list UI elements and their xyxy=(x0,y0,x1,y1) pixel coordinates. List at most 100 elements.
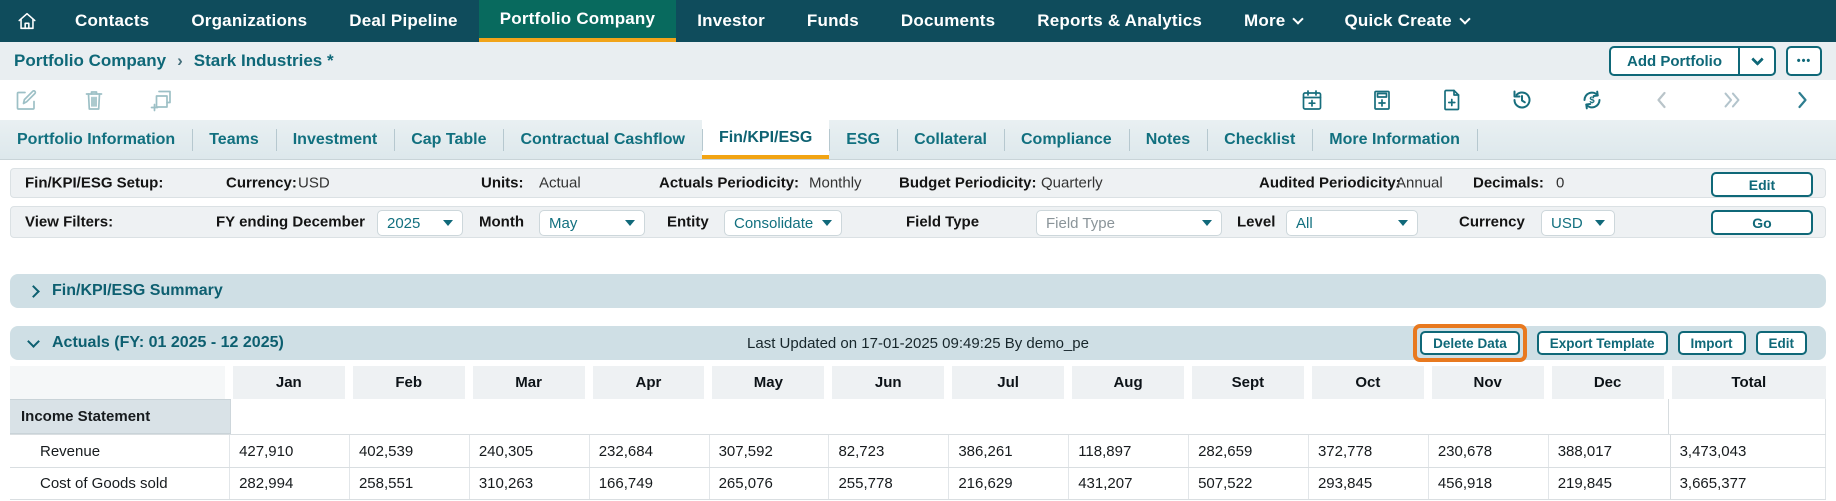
board-add-icon[interactable] xyxy=(1370,88,1394,112)
setup-decimals-label: Decimals: xyxy=(1473,174,1544,192)
currency-refresh-icon[interactable]: $ xyxy=(1580,88,1604,112)
actuals-buttons: Delete Data Export Template Import Edit xyxy=(1413,324,1807,362)
cell-revenue-sept[interactable]: 282,659 xyxy=(1188,435,1308,467)
last-updated-text: Last Updated on 17-01-2025 09:49:25 By d… xyxy=(747,334,1089,352)
cell-cogs-sept[interactable]: 507,522 xyxy=(1188,468,1308,499)
cell-revenue-aug[interactable]: 118,897 xyxy=(1068,435,1188,467)
cell-revenue-oct[interactable]: 372,778 xyxy=(1307,435,1428,467)
tab-fin-kpi-esg[interactable]: Fin/KPI/ESG xyxy=(701,120,830,159)
chevron-down-icon[interactable] xyxy=(27,335,40,348)
cell-revenue-jul[interactable]: 386,261 xyxy=(948,435,1068,467)
column-header-total: Total xyxy=(1671,366,1827,399)
tab-esg[interactable]: ESG xyxy=(829,120,897,159)
home-icon[interactable] xyxy=(0,0,54,42)
setup-actuals-periodicity-label: Actuals Periodicity: xyxy=(659,174,800,192)
clone-icon[interactable] xyxy=(150,88,174,112)
actuals-section-title: Actuals (FY: 01 2025 - 12 2025) xyxy=(52,334,284,351)
fast-forward-icon[interactable] xyxy=(1720,88,1744,112)
add-portfolio-dropdown-toggle[interactable] xyxy=(1738,48,1774,74)
currency-dropdown[interactable]: USD xyxy=(1541,210,1615,236)
cell-revenue-feb[interactable]: 402,539 xyxy=(348,435,469,467)
cell-revenue-jan[interactable]: 427,910 xyxy=(229,435,349,467)
field-type-dropdown[interactable]: Field Type xyxy=(1036,210,1222,236)
cell-cogs-apr[interactable]: 166,749 xyxy=(588,468,709,499)
tab-compliance[interactable]: Compliance xyxy=(1004,120,1129,159)
fin-kpi-esg-summary-section[interactable]: Fin/KPI/ESG Summary xyxy=(10,274,1826,308)
tab-notes[interactable]: Notes xyxy=(1128,120,1207,159)
export-template-button[interactable]: Export Template xyxy=(1536,331,1668,355)
tab-checklist[interactable]: Checklist xyxy=(1207,120,1312,159)
setup-budget-periodicity-value: Quarterly xyxy=(1041,174,1103,192)
cell-cogs-feb[interactable]: 258,551 xyxy=(348,468,469,499)
tab-contractual-cashflow[interactable]: Contractual Cashflow xyxy=(503,120,701,159)
cell-cogs-jan[interactable]: 282,994 xyxy=(229,468,349,499)
edit-icon[interactable] xyxy=(14,88,38,112)
entity-value: Consolidate xyxy=(734,214,814,232)
calendar-add-icon[interactable] xyxy=(1300,88,1324,112)
filters-title: View Filters: xyxy=(25,213,114,231)
entity-dropdown[interactable]: Consolidate xyxy=(724,210,842,236)
tab-more-information[interactable]: More Information xyxy=(1312,120,1477,159)
import-button[interactable]: Import xyxy=(1677,331,1746,355)
go-button[interactable]: Go xyxy=(1711,210,1813,235)
cell-revenue-jun[interactable]: 82,723 xyxy=(828,435,948,467)
nav-item-investor[interactable]: Investor xyxy=(697,11,765,30)
svg-text:$: $ xyxy=(1589,95,1595,106)
currency-filter-label: Currency xyxy=(1459,213,1525,231)
setup-actuals-periodicity-value: Monthly xyxy=(809,174,862,192)
setup-title: Fin/KPI/ESG Setup: xyxy=(25,174,164,192)
breadcrumb-section[interactable]: Portfolio Company xyxy=(14,51,167,70)
setup-decimals-value: 0 xyxy=(1556,174,1565,192)
nav-item-more[interactable]: More xyxy=(1223,0,1323,42)
column-header-apr: Apr xyxy=(592,366,705,399)
cell-cogs-oct[interactable]: 293,845 xyxy=(1307,468,1428,499)
cell-cogs-jul[interactable]: 216,629 xyxy=(948,468,1068,499)
history-icon[interactable] xyxy=(1510,88,1534,112)
top-nav: Contacts Organizations Deal Pipeline Por… xyxy=(0,0,1836,42)
toolbar-right-group: $ xyxy=(1300,88,1822,112)
more-actions-button[interactable]: ••• xyxy=(1786,46,1822,76)
tab-cap-table[interactable]: Cap Table xyxy=(394,120,503,159)
tab-teams[interactable]: Teams xyxy=(192,120,276,159)
cell-cogs-dec[interactable]: 219,845 xyxy=(1547,468,1668,499)
file-add-icon[interactable] xyxy=(1440,88,1464,112)
fy-dropdown[interactable]: 2025 xyxy=(377,210,463,236)
setup-edit-button[interactable]: Edit xyxy=(1711,172,1813,197)
cell-revenue-nov[interactable]: 230,678 xyxy=(1427,435,1548,467)
nav-item-organizations[interactable]: Organizations xyxy=(191,11,308,30)
chevron-right-icon[interactable] xyxy=(27,284,40,298)
tab-portfolio-information[interactable]: Portfolio Information xyxy=(17,130,176,148)
cell-cogs-jun[interactable]: 255,778 xyxy=(828,468,948,499)
add-portfolio-split-button: Add Portfolio xyxy=(1609,46,1776,76)
cell-cogs-nov[interactable]: 456,918 xyxy=(1427,468,1548,499)
edit-button[interactable]: Edit xyxy=(1755,331,1807,355)
cell-cogs-mar[interactable]: 310,263 xyxy=(468,468,589,499)
field-type-label: Field Type xyxy=(906,213,980,231)
tab-collateral[interactable]: Collateral xyxy=(897,120,1004,159)
next-icon[interactable] xyxy=(1790,88,1814,112)
cell-cogs-aug[interactable]: 431,207 xyxy=(1068,468,1188,499)
nav-item-portfolio-company[interactable]: Portfolio Company xyxy=(478,0,677,42)
prev-icon[interactable] xyxy=(1650,88,1674,112)
cell-revenue-may[interactable]: 307,592 xyxy=(708,435,829,467)
delete-data-button[interactable]: Delete Data xyxy=(1420,331,1520,355)
cell-revenue-dec[interactable]: 388,017 xyxy=(1547,435,1668,467)
caret-down-icon xyxy=(443,220,453,226)
nav-item-deal-pipeline[interactable]: Deal Pipeline xyxy=(349,11,458,30)
delete-icon[interactable] xyxy=(82,88,106,112)
view-filters-panel: View Filters: FY ending December 2025 Mo… xyxy=(10,206,1826,238)
cell-cogs-may[interactable]: 265,076 xyxy=(708,468,829,499)
nav-item-reports-analytics[interactable]: Reports & Analytics xyxy=(1037,11,1203,30)
cell-revenue-mar[interactable]: 240,305 xyxy=(468,435,589,467)
column-header-feb: Feb xyxy=(352,366,465,399)
add-portfolio-button[interactable]: Add Portfolio xyxy=(1627,52,1722,70)
month-dropdown[interactable]: May xyxy=(539,210,645,236)
level-dropdown[interactable]: All xyxy=(1286,210,1418,236)
nav-item-documents[interactable]: Documents xyxy=(900,11,996,30)
nav-item-contacts[interactable]: Contacts xyxy=(75,11,150,30)
nav-more-label: More xyxy=(1244,11,1286,30)
cell-revenue-apr[interactable]: 232,684 xyxy=(588,435,709,467)
nav-item-funds[interactable]: Funds xyxy=(806,11,859,30)
nav-item-quick-create[interactable]: Quick Create xyxy=(1323,0,1489,42)
tab-investment[interactable]: Investment xyxy=(275,120,394,159)
